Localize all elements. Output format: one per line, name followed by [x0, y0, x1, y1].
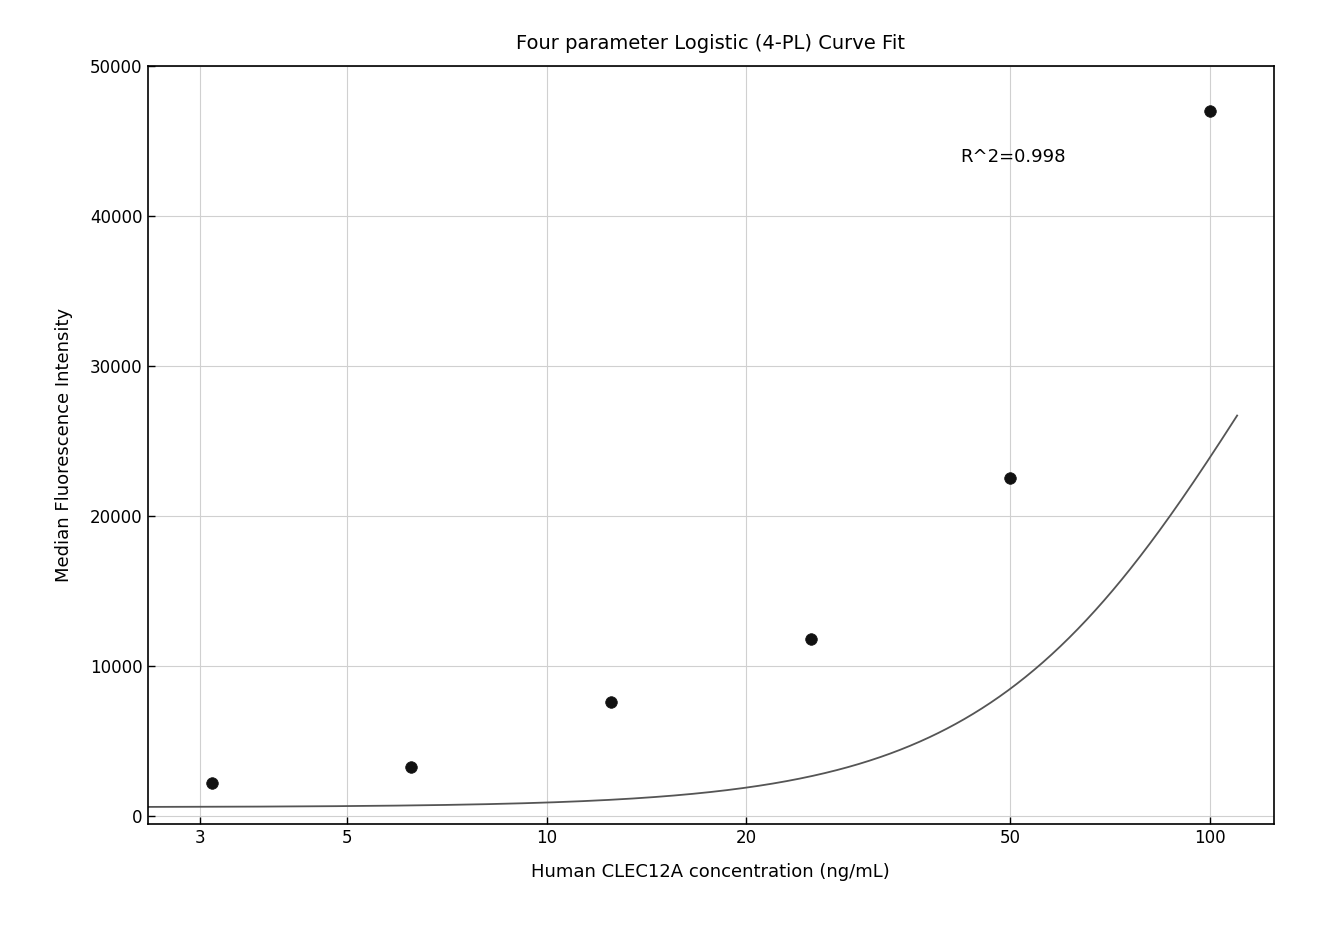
Title: Four parameter Logistic (4-PL) Curve Fit: Four parameter Logistic (4-PL) Curve Fit — [516, 34, 905, 52]
Point — [201, 776, 223, 791]
Point — [999, 471, 1021, 486]
Y-axis label: Median Fluorescence Intensity: Median Fluorescence Intensity — [55, 308, 74, 581]
Point — [601, 695, 622, 709]
Point — [1199, 103, 1220, 118]
X-axis label: Human CLEC12A concentration (ng/mL): Human CLEC12A concentration (ng/mL) — [531, 863, 890, 881]
Text: R^2=0.998: R^2=0.998 — [960, 148, 1065, 166]
Point — [401, 759, 422, 774]
Point — [799, 632, 821, 647]
